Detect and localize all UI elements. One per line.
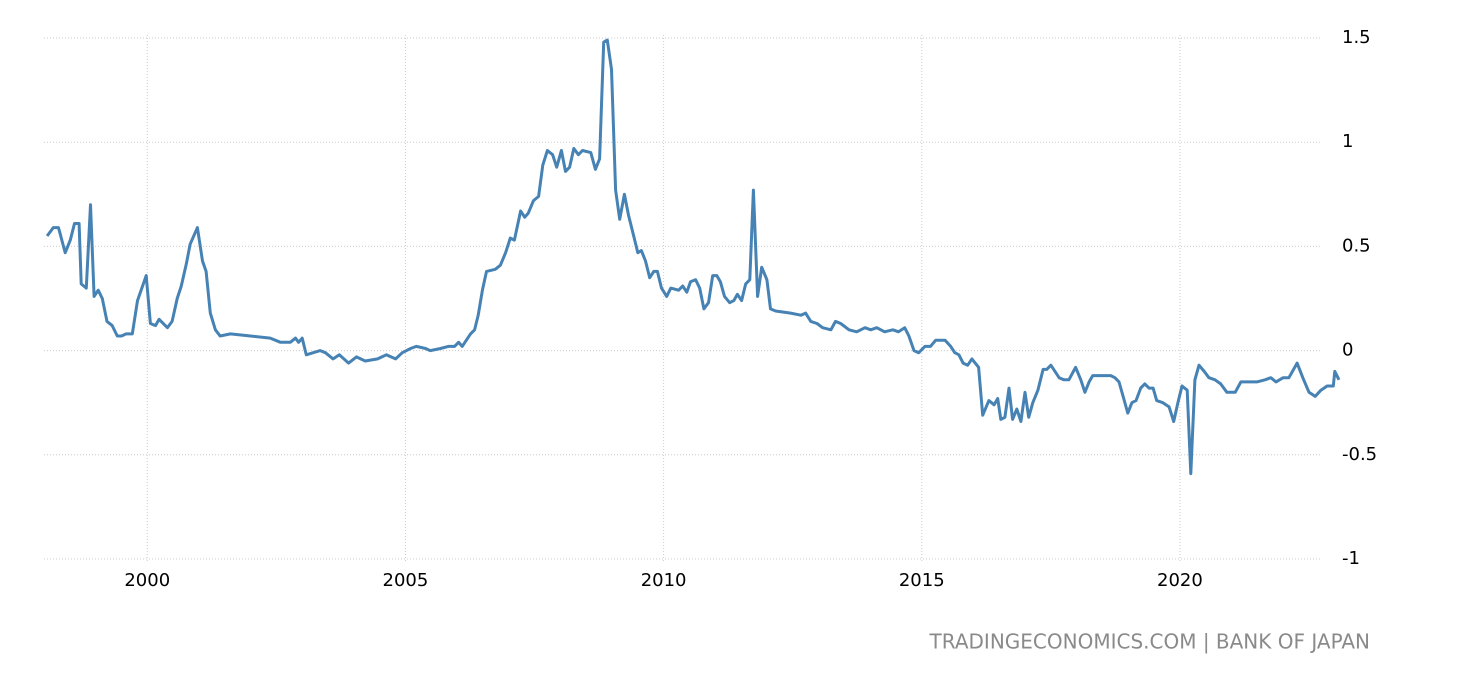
y-tick-label: 1 <box>1342 131 1353 152</box>
x-tick-label: 2010 <box>641 570 687 591</box>
source: TRADINGECONOMICS.COM | BANK OF JAPAN <box>929 630 1370 654</box>
x-tick-label: 2020 <box>1157 570 1203 591</box>
y-tick-label: 0 <box>1342 340 1353 361</box>
x-tick-label: 2015 <box>899 570 945 591</box>
y-tick-label: 1.5 <box>1342 27 1371 48</box>
y-tick-label: -1 <box>1342 548 1360 569</box>
x-tick-label: 2000 <box>124 570 170 591</box>
x-tick-label: 2005 <box>383 570 429 591</box>
y-tick-label: 0.5 <box>1342 235 1371 256</box>
line <box>45 38 1341 476</box>
y-tick-label: -0.5 <box>1342 444 1377 465</box>
